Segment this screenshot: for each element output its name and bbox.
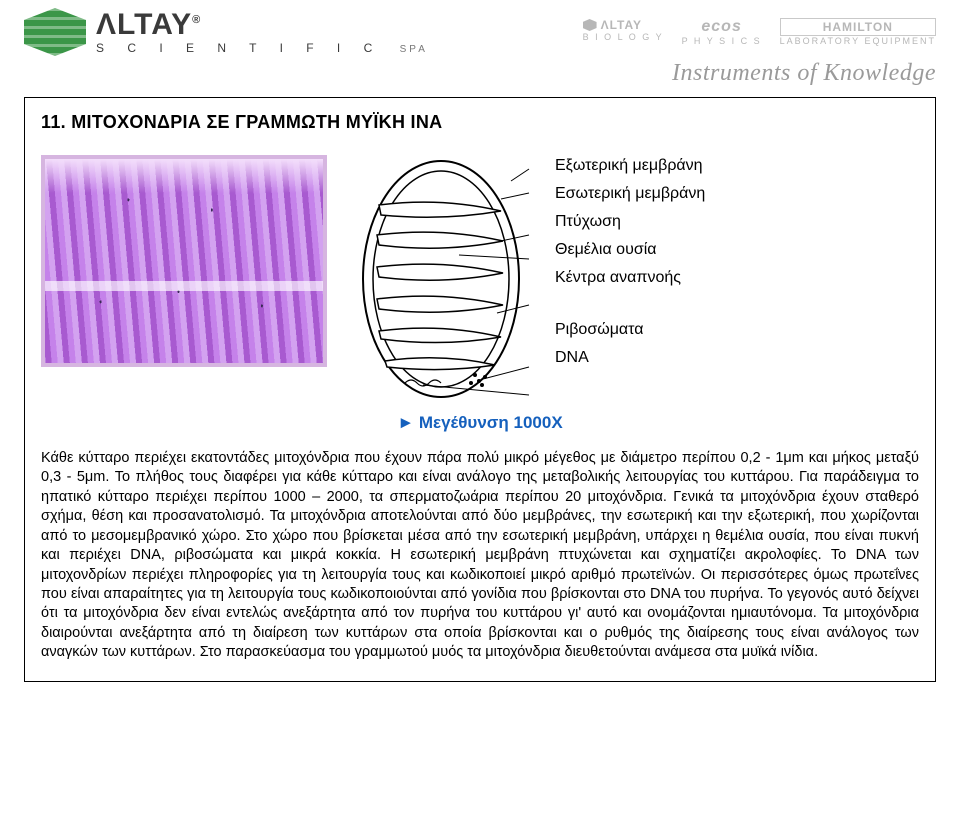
logo-sub-text: S C I E N T I F I C: [96, 41, 382, 55]
hex-icon: [583, 19, 597, 31]
content-box: 11. ΜΙΤΟΧΟΝΔΡΙΑ ΣΕ ΓΡΑΜΜΩΤΗ ΜΥΪΚΗ ΙΝΑ: [24, 97, 936, 682]
altay-hex-icon: [24, 8, 86, 56]
label-resp-centers: Κέντρα αναπνοής: [555, 269, 705, 287]
partner-ecos: ecos P H Y S I C S: [682, 18, 762, 46]
section-title: 11. ΜΙΤΟΧΟΝΔΡΙΑ ΣΕ ΓΡΑΜΜΩΤΗ ΜΥΪΚΗ ΙΝΑ: [41, 112, 919, 133]
label-matrix: Θεμέλια ουσία: [555, 241, 705, 259]
tagline: Instruments of Knowledge: [0, 60, 960, 97]
label-cristae: Πτύχωση: [555, 213, 705, 231]
mitochondrion-diagram: [351, 155, 531, 403]
label-inner-membrane: Εσωτερική μεμβράνη: [555, 185, 705, 203]
partner-altay-label: ΛLTAY: [583, 18, 664, 32]
magnification-text: Μεγέθυνση 1000X: [419, 413, 563, 432]
partner-hamilton-label: HAMILTON: [780, 18, 936, 36]
altay-logo-block: ΛLTAY® S C I E N T I F I C SPA: [24, 8, 428, 56]
partner-ecos-label: ecos: [682, 18, 762, 36]
logo-registered: ®: [192, 14, 201, 26]
partner-altay-sub: B I O L O G Y: [583, 32, 664, 42]
label-spacer: [555, 297, 705, 311]
diagram-label-column: Εξωτερική μεμβράνη Εσωτερική μεμβράνη Πτ…: [555, 155, 705, 367]
logo-spa: SPA: [400, 44, 428, 55]
label-dna: DNA: [555, 349, 705, 367]
logo-sub: S C I E N T I F I C SPA: [96, 42, 428, 55]
partner-ecos-sub: P H Y S I C S: [682, 36, 762, 46]
partner-logos: ΛLTAY B I O L O G Y ecos P H Y S I C S H…: [583, 8, 936, 46]
magnification-arrow-icon: ►: [397, 413, 414, 432]
partner-hamilton-sub: LABORATORY EQUIPMENT: [780, 36, 936, 46]
partner-hamilton: HAMILTON LABORATORY EQUIPMENT: [780, 18, 936, 46]
label-outer-membrane: Εξωτερική μεμβράνη: [555, 157, 705, 175]
magnification-line: ► Μεγέθυνση 1000X: [41, 413, 919, 433]
altay-logo-text: ΛLTAY® S C I E N T I F I C SPA: [96, 10, 428, 55]
label-ribosomes: Ριβοσώματα: [555, 321, 705, 339]
micrograph-image: [41, 155, 327, 367]
partner-altay-text: ΛLTAY: [601, 18, 642, 32]
figure-row: Εξωτερική μεμβράνη Εσωτερική μεμβράνη Πτ…: [41, 155, 919, 403]
logo-main: ΛLTAY®: [96, 10, 428, 40]
logo-main-text: ΛLTAY: [96, 8, 192, 41]
partner-altay-biology: ΛLTAY B I O L O G Y: [583, 18, 664, 46]
body-paragraph: Κάθε κύτταρο περιέχει εκατοντάδες μιτοχό…: [41, 449, 919, 663]
page-header: ΛLTAY® S C I E N T I F I C SPA ΛLTAY B I…: [0, 0, 960, 60]
